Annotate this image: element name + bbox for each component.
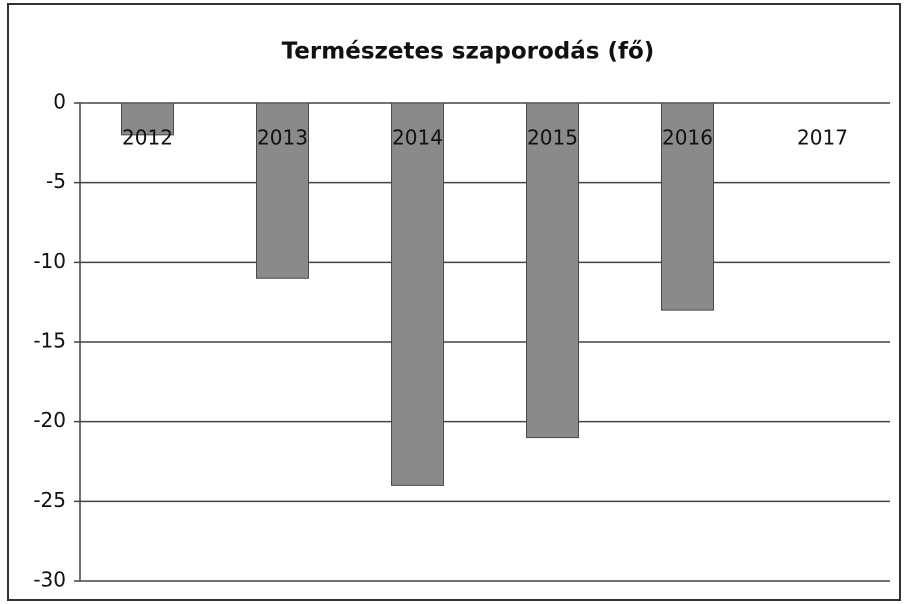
bar bbox=[121, 102, 174, 136]
y-tick-label: 0 bbox=[53, 90, 66, 114]
bar bbox=[256, 102, 309, 279]
x-tick-label: 2012 bbox=[122, 126, 173, 150]
x-tick-label: 2014 bbox=[392, 126, 443, 150]
x-tick-label: 2016 bbox=[662, 126, 713, 150]
chart-title: Természetes szaporodás (fő) bbox=[282, 39, 655, 65]
y-tick-label: -25 bbox=[33, 488, 66, 512]
x-tick-label: 2017 bbox=[797, 126, 848, 150]
bar bbox=[391, 102, 444, 486]
x-tick-label: 2013 bbox=[257, 126, 308, 150]
y-tick-label: -10 bbox=[33, 249, 66, 273]
y-tick-label: -30 bbox=[33, 568, 66, 592]
y-tick-label: -15 bbox=[33, 329, 66, 353]
y-tick-label: -20 bbox=[33, 408, 66, 432]
bar bbox=[526, 102, 579, 439]
y-tick-label: -5 bbox=[46, 169, 66, 193]
x-tick-label: 2015 bbox=[527, 126, 578, 150]
chart-frame bbox=[7, 3, 901, 601]
bar bbox=[661, 102, 714, 311]
